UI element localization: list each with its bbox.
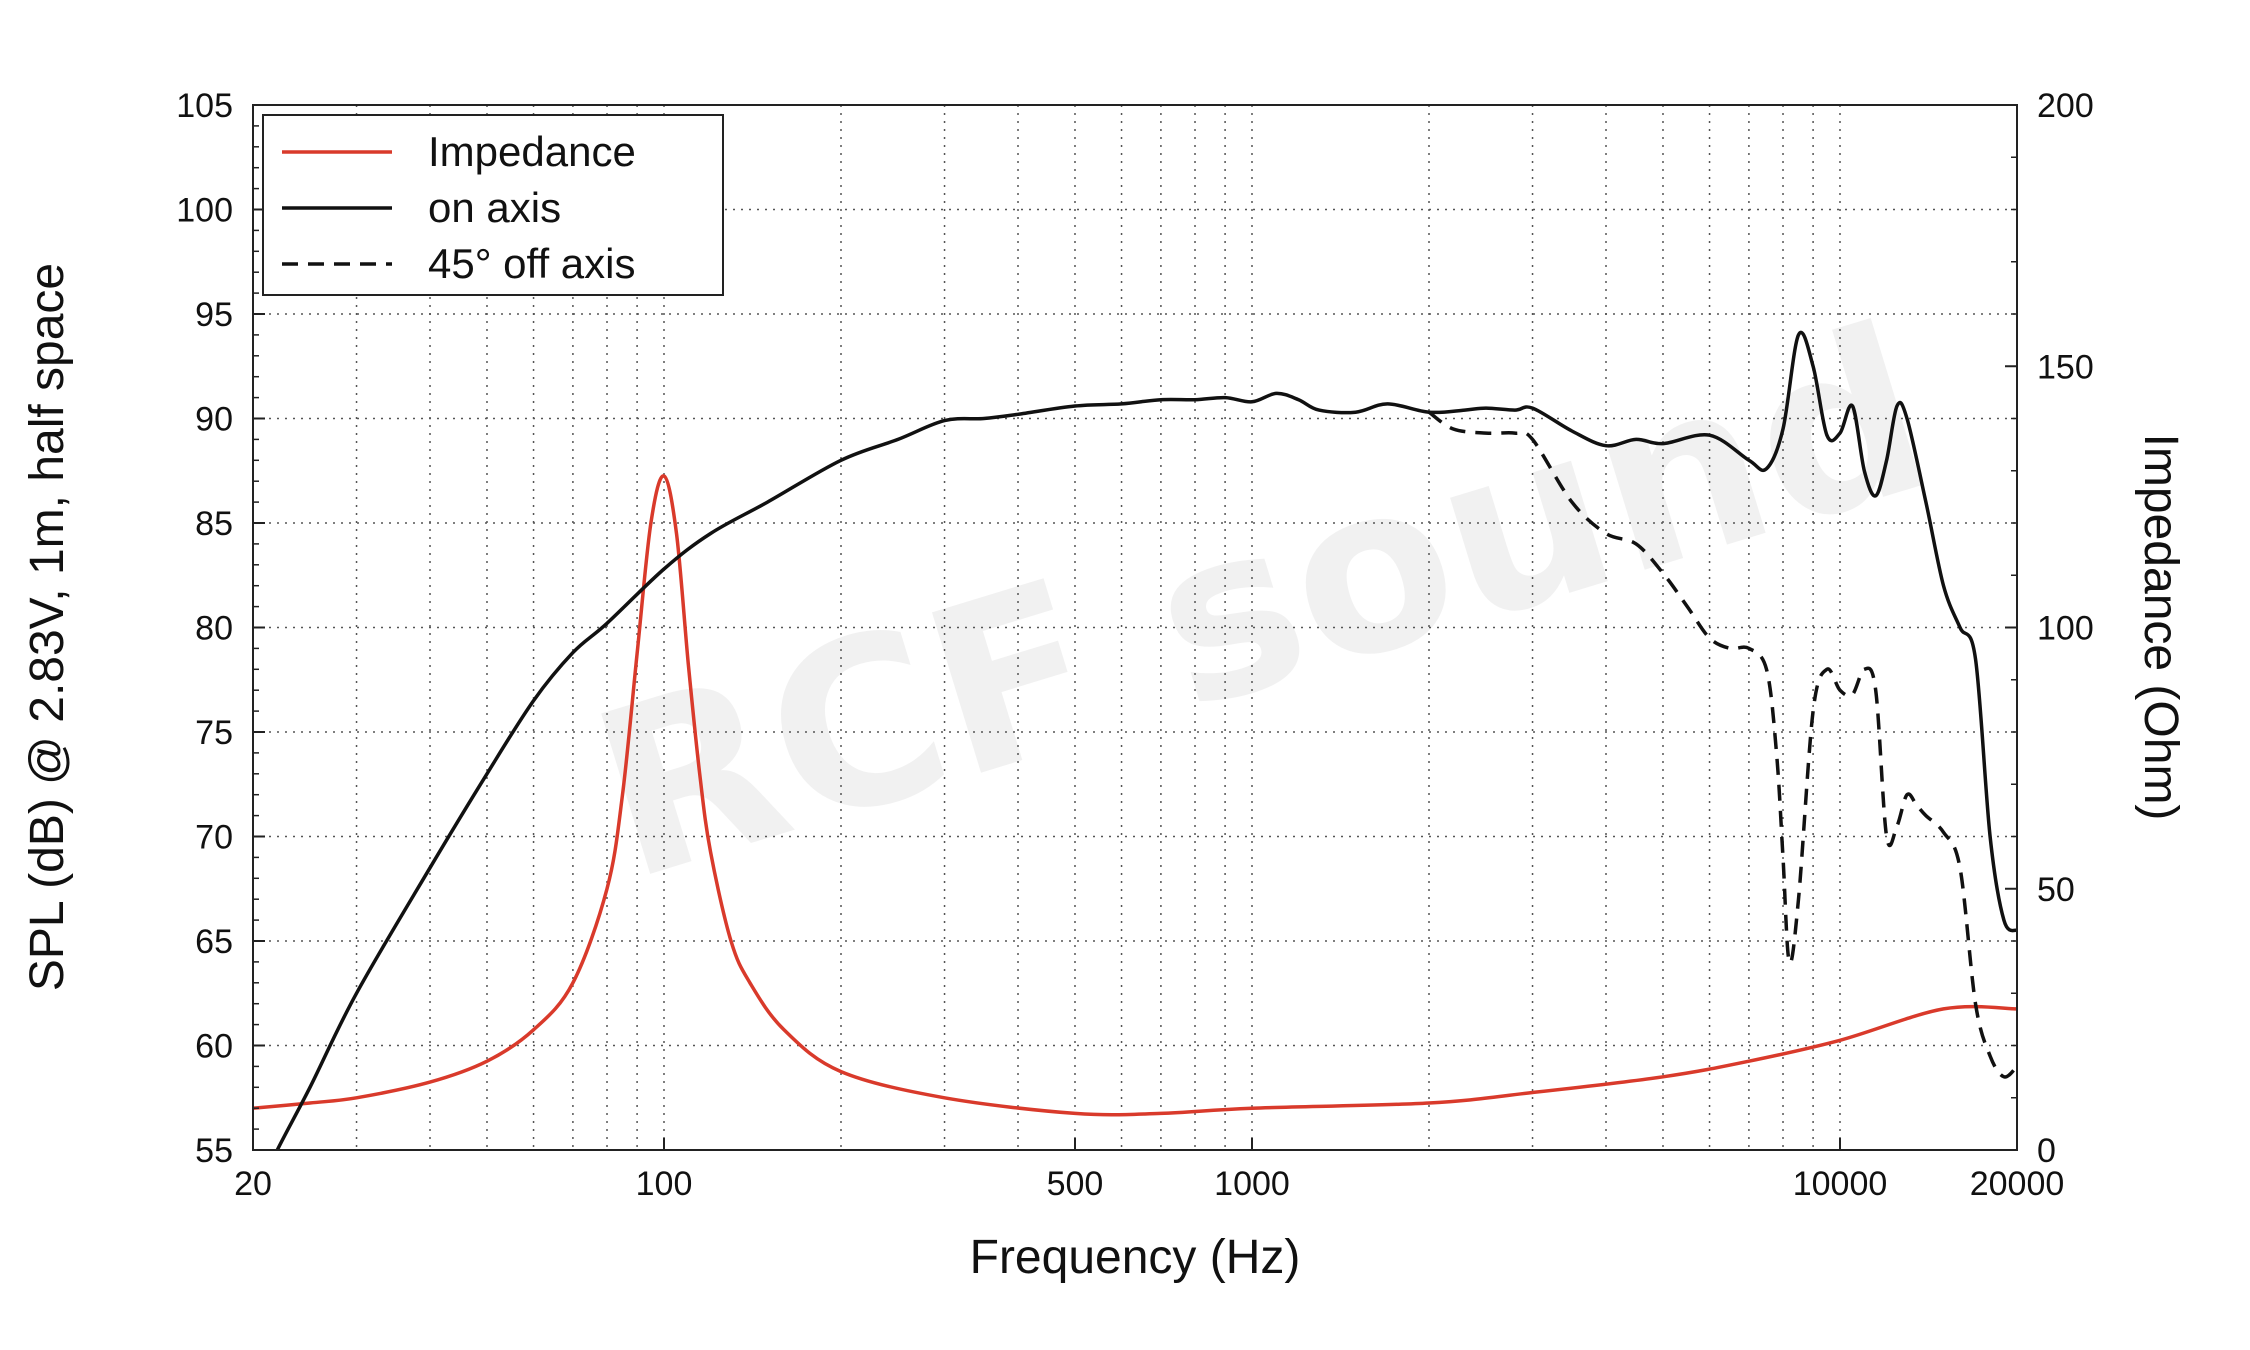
legend-label-on-axis: on axis xyxy=(428,184,561,231)
y-tick-label: 100 xyxy=(176,192,233,230)
legend-label-45-off-axis: 45° off axis xyxy=(428,240,635,287)
x-tick-label: 100 xyxy=(636,1165,693,1203)
y2-axis-title: Impedance (Ohm) xyxy=(2134,434,2187,821)
legend-label-impedance: Impedance xyxy=(428,128,636,175)
y-tick-label: 55 xyxy=(195,1132,233,1170)
x-tick-label: 20 xyxy=(234,1165,272,1203)
y2-tick-label: 150 xyxy=(2037,348,2094,386)
ticks: 55 60 65 70 75 80 85 90 95 100 105 0 50 100 150 200 20 10… xyxy=(176,87,2093,1203)
legend: Impedance on axis 45° off axis xyxy=(262,114,724,296)
series-line-45-off-axis xyxy=(1427,410,2017,1079)
x-axis-title: Frequency (Hz) xyxy=(970,1231,1301,1284)
x-tick-label: 500 xyxy=(1047,1165,1104,1203)
y-tick-label: 80 xyxy=(195,610,233,648)
y2-tick-label: 50 xyxy=(2037,871,2075,909)
y-axis-title: SPL (dB) @ 2.83V, 1m, half space xyxy=(21,263,74,991)
x-tick-label: 20000 xyxy=(1970,1165,2065,1203)
y-tick-label: 90 xyxy=(195,401,233,439)
series-layer xyxy=(253,330,2017,1150)
series-line-impedance xyxy=(253,474,2017,1117)
x-tick-label: 1000 xyxy=(1214,1165,1290,1203)
x-tick-label: 10000 xyxy=(1793,1165,1888,1203)
y-tick-label: 105 xyxy=(176,87,233,125)
watermark: RCF sound xyxy=(568,277,1956,933)
y-tick-label: 75 xyxy=(195,714,233,752)
y2-tick-label: 100 xyxy=(2037,610,2094,648)
y-tick-label: 60 xyxy=(195,1028,233,1066)
y-tick-label: 65 xyxy=(195,923,233,961)
grid xyxy=(253,105,2017,1150)
y2-tick-label: 200 xyxy=(2037,87,2094,125)
series-line-on-axis xyxy=(275,330,2017,1150)
y-tick-label: 85 xyxy=(195,505,233,543)
y2-tick-label: 0 xyxy=(2037,1132,2056,1170)
y-tick-label: 70 xyxy=(195,819,233,857)
y-tick-label: 95 xyxy=(195,296,233,334)
